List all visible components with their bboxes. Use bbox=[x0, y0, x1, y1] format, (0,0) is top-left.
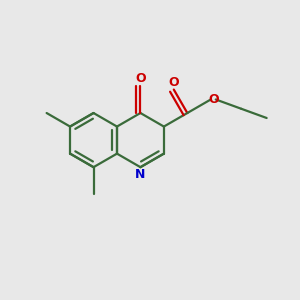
Text: O: O bbox=[208, 93, 219, 106]
Text: O: O bbox=[169, 76, 179, 89]
Text: N: N bbox=[135, 168, 146, 181]
Text: O: O bbox=[135, 72, 146, 85]
